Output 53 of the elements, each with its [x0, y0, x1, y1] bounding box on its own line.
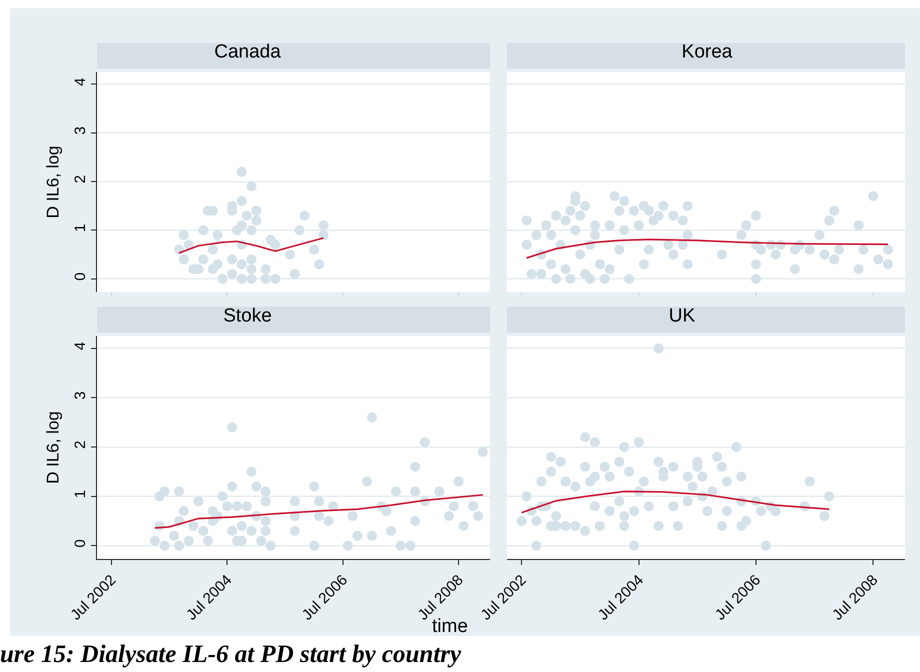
point — [246, 181, 256, 192]
y-tick-label: 0 — [72, 272, 89, 281]
y-tick-label: 3 — [72, 126, 89, 135]
point — [236, 196, 247, 206]
chart-title: Stoke — [223, 305, 272, 326]
point — [242, 210, 252, 221]
point — [232, 225, 242, 236]
point — [300, 210, 310, 221]
y-tick-label: 1 — [72, 224, 89, 232]
y-axis-title: D IL6, log — [44, 146, 63, 218]
chart-title: UK — [668, 305, 696, 326]
y-tick-label: 2 — [72, 440, 89, 449]
point — [260, 264, 271, 274]
point — [270, 274, 280, 284]
point — [246, 254, 256, 264]
point — [294, 225, 305, 236]
point — [227, 268, 238, 279]
point — [198, 225, 208, 236]
point — [236, 259, 247, 270]
point — [251, 206, 262, 216]
point — [236, 274, 247, 284]
point — [178, 230, 189, 240]
point — [236, 166, 247, 177]
point — [198, 254, 208, 264]
y-tick-label: 0 — [72, 539, 89, 548]
point — [251, 215, 262, 226]
point — [309, 244, 320, 255]
text: ure 15: Dialysate IL-6 at PD start by country — [0, 641, 462, 669]
point — [284, 250, 295, 260]
point — [318, 230, 329, 240]
point — [212, 230, 223, 240]
point — [227, 254, 238, 264]
point — [246, 274, 256, 284]
point — [208, 244, 218, 255]
y-tick-label: 4 — [72, 78, 89, 86]
point — [178, 254, 189, 264]
point — [318, 220, 329, 230]
point — [260, 274, 271, 284]
y-tick-label: 4 — [72, 342, 89, 350]
point — [217, 274, 228, 284]
y-axis-title: D IL6, log — [44, 411, 63, 484]
point — [212, 259, 223, 270]
y-tick-label: 1 — [72, 490, 89, 498]
chart-title: Korea — [682, 41, 733, 62]
chart-title: Canada — [214, 41, 282, 62]
point — [246, 264, 256, 274]
point — [290, 268, 300, 279]
y-tick-label: 2 — [72, 175, 89, 184]
point — [270, 240, 280, 250]
point — [314, 259, 324, 270]
point — [246, 225, 256, 236]
x-axis-title: time — [432, 616, 468, 638]
y-tick-label: 3 — [72, 391, 89, 400]
